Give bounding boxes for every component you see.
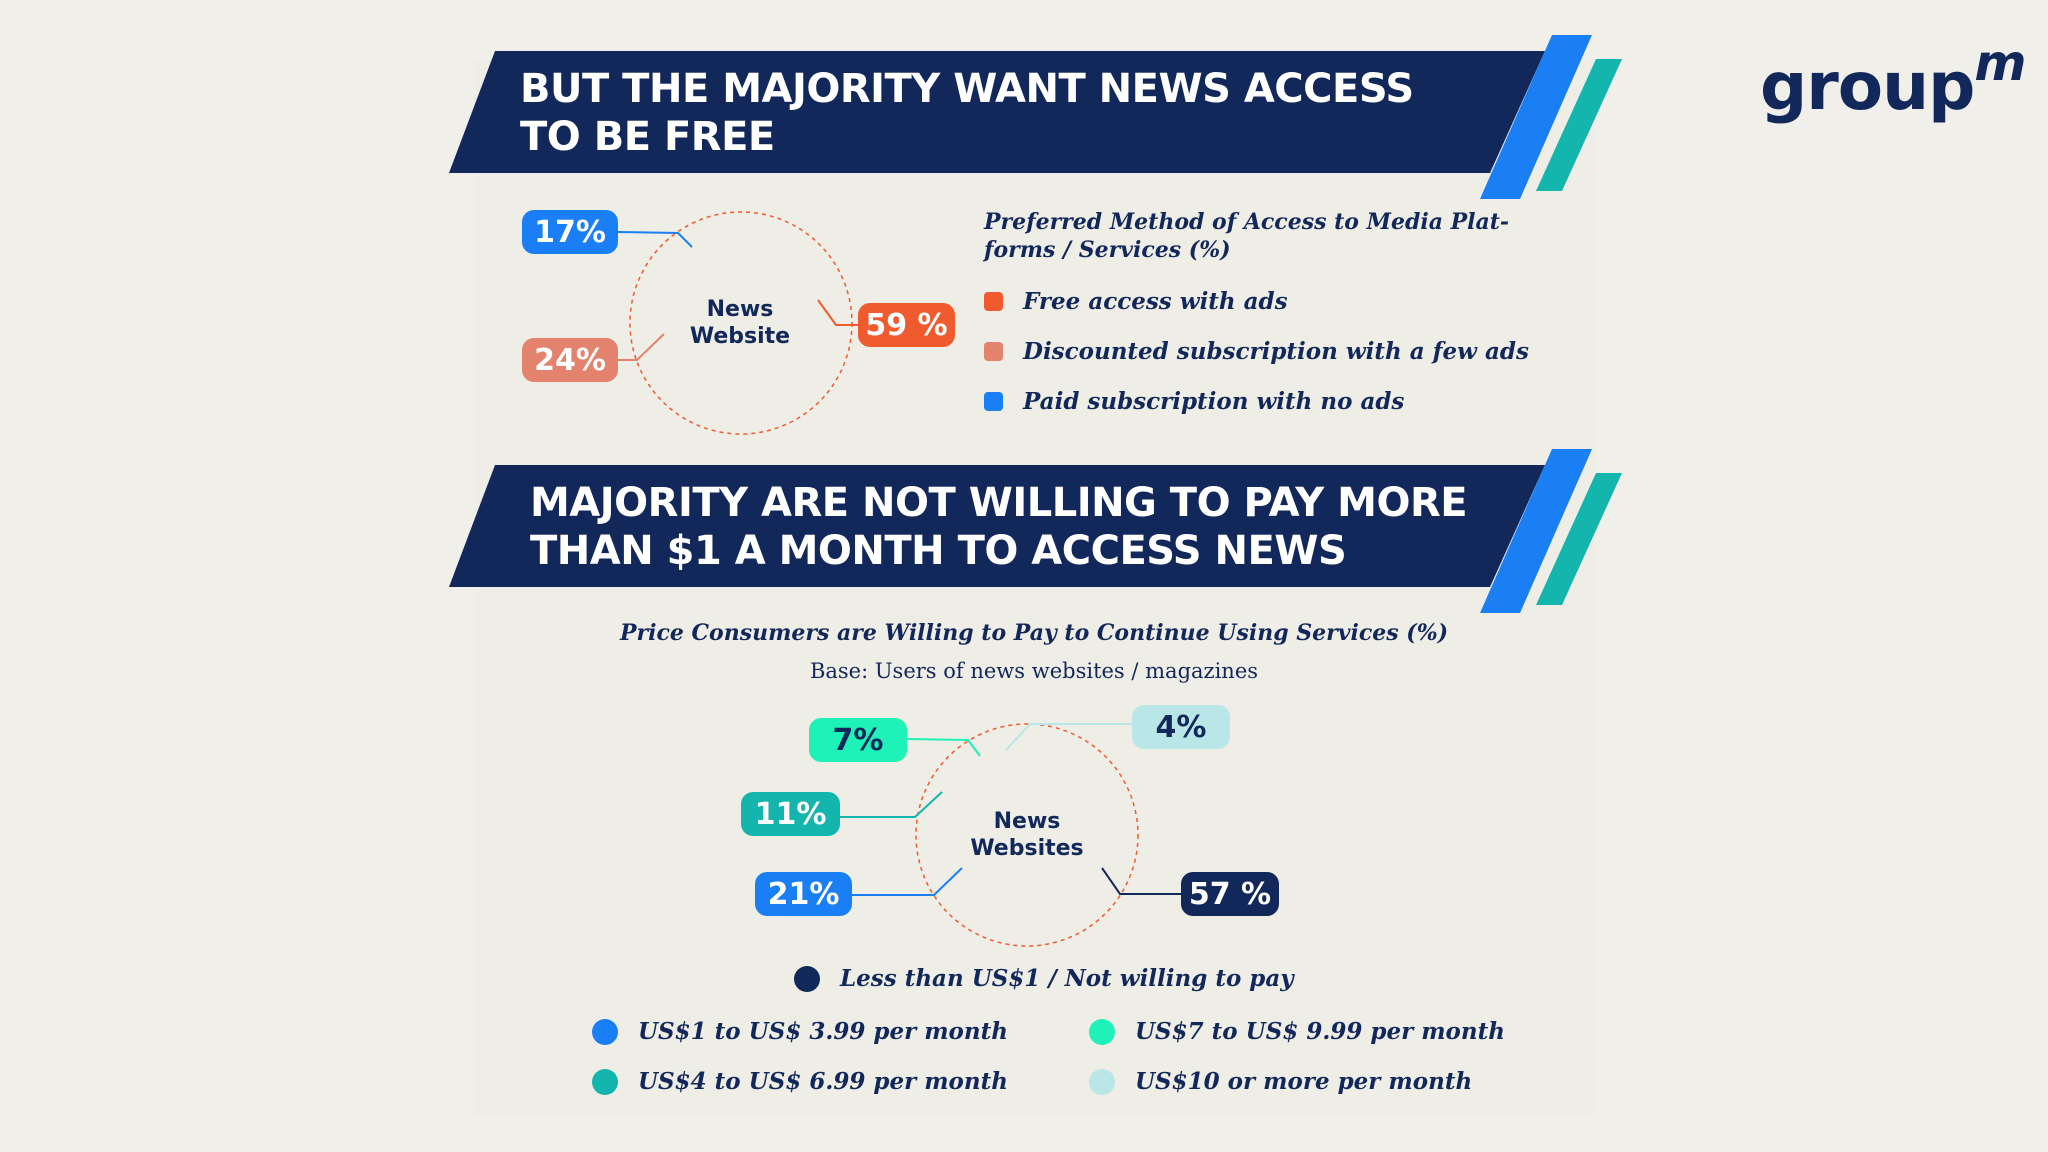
legend-label: Discounted subscription with a few ads <box>1023 338 1529 365</box>
chart-1-legend-title-line-2: forms / Services (%) <box>984 237 1231 263</box>
content-panel <box>474 60 1594 1115</box>
legend-swatch-orange <box>984 292 1003 311</box>
chart-2-center-label: News Websites <box>947 808 1107 862</box>
chart-1-legend-title-line-1: Preferred Method of Access to Media Plat… <box>984 209 1510 235</box>
leader-line-7 <box>906 738 981 757</box>
section-1-title-line-1: BUT THE MAJORITY WANT NEWS ACCESS <box>520 66 1414 112</box>
chart-1-center-line-2: Website <box>689 324 791 349</box>
legend-label: Free access with ads <box>1023 288 1288 315</box>
chart-2-center-line-2: Websites <box>970 836 1084 861</box>
leader-line-59 <box>817 299 860 326</box>
slice-label-57: 57 % <box>1181 872 1279 916</box>
leader-line-4 <box>1005 723 1132 751</box>
legend-item-paid: Paid subscription with no ads <box>984 388 1404 415</box>
legend-item-less-than-1: Less than US$1 / Not willing to pay <box>794 965 1294 992</box>
chart-1-ring <box>629 211 853 435</box>
section-2-title: MAJORITY ARE NOT WILLING TO PAY MORE THA… <box>530 479 1468 575</box>
chart-2-center-line-1: News <box>993 809 1061 834</box>
slice-label-17: 17% <box>522 210 618 254</box>
legend-item-1-to-3-99: US$1 to US$ 3.99 per month <box>592 1018 1008 1045</box>
chart-1-center-label: News Website <box>660 296 820 350</box>
slice-label-24: 24% <box>522 338 618 382</box>
slice-label-59: 59 % <box>858 303 955 347</box>
slice-label-7: 7% <box>809 718 907 762</box>
legend-label: US$1 to US$ 3.99 per month <box>638 1018 1008 1045</box>
logo-text: group <box>1760 48 1975 125</box>
groupm-logo: groupm <box>1760 34 2026 125</box>
legend-label: US$7 to US$ 9.99 per month <box>1135 1018 1505 1045</box>
legend-item-7-to-9-99: US$7 to US$ 9.99 per month <box>1089 1018 1505 1045</box>
slice-label-11: 11% <box>741 792 840 836</box>
legend-item-discounted: Discounted subscription with a few ads <box>984 338 1529 365</box>
legend-item-free-access: Free access with ads <box>984 288 1288 315</box>
chart-2-base-note: Base: Users of news websites / magazines <box>809 659 1259 683</box>
legend-dot-teal <box>592 1068 618 1095</box>
legend-dot-light-aqua <box>1089 1068 1115 1095</box>
legend-dot-navy <box>794 965 820 992</box>
leader-line-57 <box>1101 867 1182 895</box>
chart-2-title: Price Consumers are Willing to Pay to Co… <box>619 620 1449 646</box>
chart-1-legend-title: Preferred Method of Access to Media Plat… <box>984 208 1509 264</box>
leader-line-24 <box>618 333 665 361</box>
legend-swatch-blue <box>984 392 1003 411</box>
legend-dot-mint <box>1089 1018 1115 1045</box>
legend-dot-blue <box>592 1018 618 1045</box>
legend-item-10-or-more: US$10 or more per month <box>1089 1068 1472 1095</box>
slice-label-21: 21% <box>755 872 852 916</box>
leader-line-17 <box>617 231 693 248</box>
section-1-title-line-2: TO BE FREE <box>520 114 775 160</box>
leader-line-21 <box>852 867 963 896</box>
slice-label-4: 4% <box>1132 705 1230 749</box>
chart-1-center-line-1: News <box>706 297 774 322</box>
logo-superscript: m <box>1974 34 2026 92</box>
legend-label: US$4 to US$ 6.99 per month <box>638 1068 1008 1095</box>
section-2-title-line-2: THAN $1 A MONTH TO ACCESS NEWS <box>530 528 1347 574</box>
section-2-title-line-1: MAJORITY ARE NOT WILLING TO PAY MORE <box>530 480 1468 526</box>
legend-label: Paid subscription with no ads <box>1023 388 1405 415</box>
legend-swatch-salmon <box>984 342 1003 361</box>
legend-label: US$10 or more per month <box>1135 1068 1473 1095</box>
legend-item-4-to-6-99: US$4 to US$ 6.99 per month <box>592 1068 1008 1095</box>
chart-2-ring <box>915 723 1139 947</box>
banner-section-2: MAJORITY ARE NOT WILLING TO PAY MORE THA… <box>0 449 2048 649</box>
banner-section-1: BUT THE MAJORITY WANT NEWS ACCESS TO BE … <box>0 35 2048 235</box>
banner-shape <box>449 449 1622 613</box>
banner-shape <box>449 35 1622 199</box>
legend-label: Less than US$1 / Not willing to pay <box>840 965 1294 992</box>
leader-line-11 <box>840 791 943 818</box>
section-1-title: BUT THE MAJORITY WANT NEWS ACCESS TO BE … <box>520 65 1414 161</box>
